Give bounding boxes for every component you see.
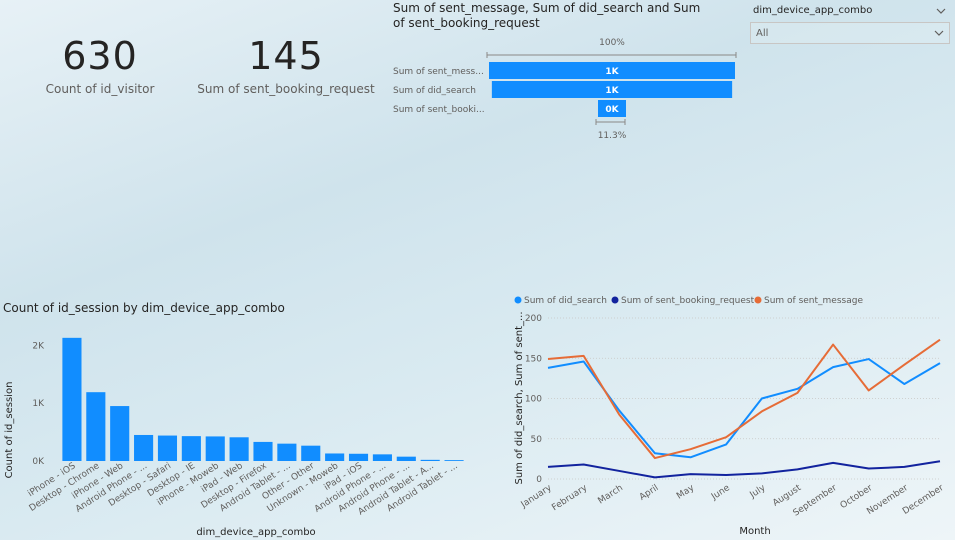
line-x-axis-title: Month xyxy=(739,526,770,537)
bar-y-tick-label: 2K xyxy=(32,341,45,351)
funnel-category-label: Sum of did_search xyxy=(393,86,476,96)
line-y-axis-title: Sum of did_search, Sum of sent_... xyxy=(514,311,525,484)
bar[interactable] xyxy=(420,459,440,461)
chevron-down-icon[interactable] xyxy=(936,7,946,15)
bar[interactable] xyxy=(62,337,82,461)
bar[interactable] xyxy=(157,435,178,461)
line-y-tick-label: 0 xyxy=(536,475,542,485)
bar-y-tick-label: 1K xyxy=(32,399,45,409)
bar[interactable] xyxy=(348,453,369,461)
legend-marker xyxy=(754,296,762,304)
funnel-bottom-percent: 11.3% xyxy=(598,131,627,141)
funnel-chart: 100% 1K Sum of sent_mess... 1K Sum of did_s… xyxy=(393,38,737,141)
kpi-visitors-label: Count of id_visitor xyxy=(45,82,155,96)
kpi-booking-value: 145 xyxy=(248,34,324,78)
line-x-tick-label: June xyxy=(709,483,732,503)
bar[interactable] xyxy=(277,443,297,461)
bar-chart-title: Count of id_session by dim_device_app_co… xyxy=(3,301,285,315)
line-x-tick-label: May xyxy=(675,483,697,502)
line-x-tick-label: April xyxy=(638,483,661,503)
slicer-dropdown[interactable]: All xyxy=(750,22,950,44)
legend-label: Sum of did_search xyxy=(524,296,607,306)
line-y-tick-label: 50 xyxy=(531,435,543,445)
bar[interactable] xyxy=(86,392,106,461)
line-y-tick-label: 200 xyxy=(525,314,542,324)
funnel-bar[interactable] xyxy=(598,100,626,117)
bar[interactable] xyxy=(229,437,249,461)
bar[interactable] xyxy=(181,436,201,461)
device-slicer[interactable]: dim_device_app_combo All xyxy=(750,2,950,44)
line-x-tick-label: December xyxy=(901,483,946,517)
line-x-tick-label: March xyxy=(596,483,624,506)
funnel-category-label: Sum of sent_mess... xyxy=(393,67,484,77)
bar[interactable] xyxy=(301,445,321,461)
bar[interactable] xyxy=(205,436,225,461)
legend-label: Sum of sent_booking_request xyxy=(621,296,755,306)
kpi-booking-label: Sum of sent_booking_request xyxy=(197,82,375,96)
funnel-data-label: 1K xyxy=(605,86,619,96)
bar[interactable] xyxy=(134,434,154,461)
funnel-category-label: Sum of sent_booki... xyxy=(393,105,485,115)
dropdown-chevron-icon[interactable] xyxy=(934,29,944,37)
line-series[interactable] xyxy=(547,338,941,460)
bar-x-axis-title: dim_device_app_combo xyxy=(196,527,315,538)
line-y-tick-label: 100 xyxy=(525,395,542,405)
line-chart: Sum of did_search Sum of sent_booking_req… xyxy=(514,296,946,537)
bar[interactable] xyxy=(372,454,392,461)
line-x-tick-label: February xyxy=(550,483,589,513)
bar[interactable] xyxy=(110,406,130,461)
line-x-tick-label: January xyxy=(519,483,554,511)
bar[interactable] xyxy=(253,441,273,461)
funnel-data-label: 0K xyxy=(605,105,619,115)
funnel-title: Sum of sent_message, Sum of did_search a… xyxy=(393,1,701,30)
bar[interactable] xyxy=(444,460,464,461)
slicer-value: All xyxy=(756,28,769,39)
bar-chart: Count of id_session dim_device_app_combo… xyxy=(4,337,464,538)
legend-marker xyxy=(611,296,619,304)
line-series[interactable] xyxy=(547,358,941,459)
funnel-data-label: 1K xyxy=(605,67,619,77)
funnel-bar[interactable] xyxy=(489,62,735,79)
funnel-bar[interactable] xyxy=(491,81,733,98)
slicer-title: dim_device_app_combo xyxy=(753,5,873,16)
bar-y-tick-label: 0K xyxy=(32,457,45,467)
line-y-tick-label: 150 xyxy=(525,354,542,364)
legend-marker xyxy=(514,296,522,304)
bar[interactable] xyxy=(396,456,416,461)
line-x-tick-label: July xyxy=(748,483,768,501)
kpi-visitors-value: 630 xyxy=(62,34,138,78)
funnel-top-percent: 100% xyxy=(599,38,625,48)
bar[interactable] xyxy=(325,453,345,461)
line-series[interactable] xyxy=(547,460,941,479)
legend-label: Sum of sent_message xyxy=(764,296,863,306)
bar-y-axis-title: Count of id_session xyxy=(4,382,15,479)
